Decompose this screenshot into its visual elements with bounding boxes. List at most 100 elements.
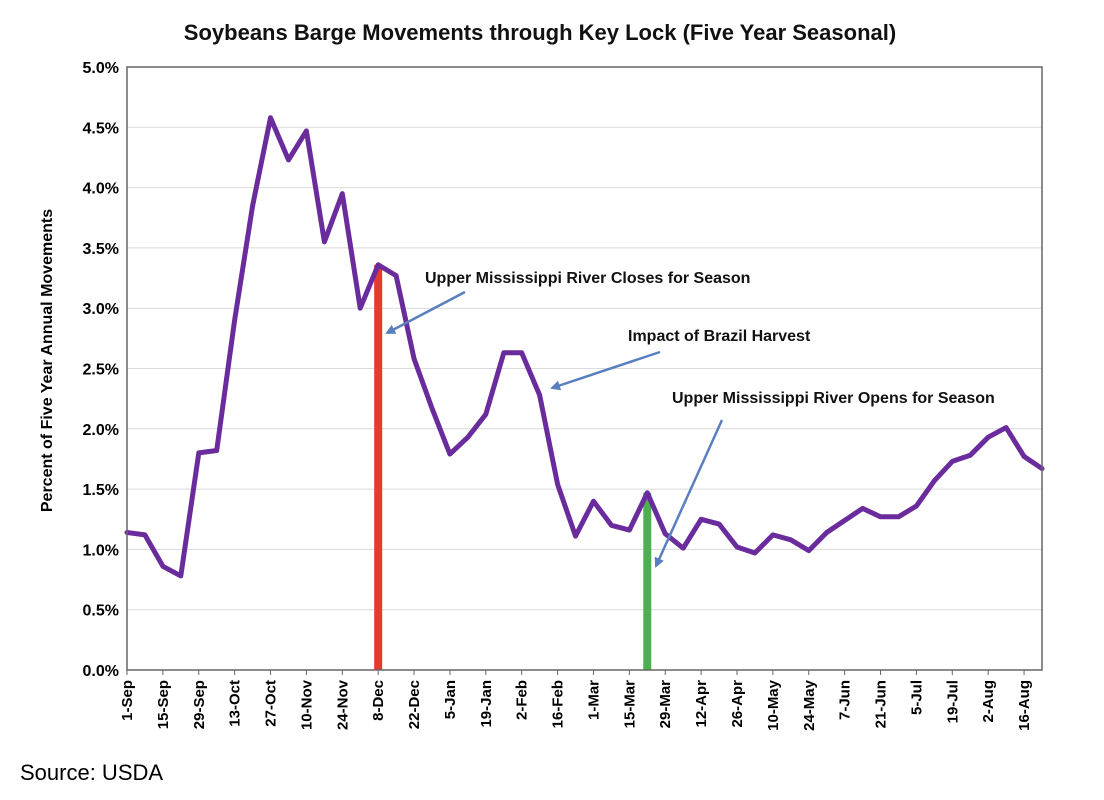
- data-point: [215, 449, 219, 453]
- data-point: [843, 518, 847, 522]
- chart-title: Soybeans Barge Movements through Key Loc…: [183, 20, 897, 45]
- y-tick-label: 0.0%: [83, 663, 119, 680]
- x-tick-label: 15-Mar: [621, 680, 638, 729]
- x-tick-label: 24-May: [801, 679, 818, 731]
- x-tick-label: 2-Aug: [980, 680, 997, 723]
- source-note: Source: USDA: [20, 760, 164, 785]
- annotation-arrow: [654, 419, 724, 568]
- data-point: [1022, 455, 1026, 459]
- y-tick-label: 4.0%: [83, 181, 119, 198]
- data-point: [1004, 426, 1008, 430]
- data-point: [968, 453, 972, 457]
- data-point: [825, 531, 829, 535]
- data-point: [538, 393, 542, 397]
- data-point: [520, 351, 524, 355]
- x-tick-label: 7-Jun: [837, 680, 854, 720]
- data-point: [502, 351, 506, 355]
- data-point: [914, 504, 918, 508]
- data-point: [807, 549, 811, 553]
- data-point: [251, 204, 255, 208]
- x-tick-label: 19-Jul: [944, 680, 961, 723]
- y-tick-label: 2.0%: [83, 422, 119, 439]
- data-point: [304, 129, 308, 133]
- y-tick-label: 1.0%: [83, 542, 119, 559]
- data-point: [717, 522, 721, 526]
- marker-layer: [374, 264, 652, 670]
- data-point: [322, 240, 326, 244]
- x-tick-label: 19-Jan: [478, 680, 495, 728]
- annotation-text: Upper Mississippi River Opens for Season: [672, 390, 995, 407]
- y-tick-label: 1.5%: [83, 482, 119, 499]
- x-tick-label: 10-Nov: [298, 679, 315, 730]
- series-line: [124, 115, 1045, 579]
- data-point: [699, 517, 703, 521]
- data-point: [430, 406, 434, 410]
- y-axis-label: Percent of Five Year Annual Movements: [39, 209, 56, 512]
- data-point: [233, 318, 237, 322]
- x-tick-label: 27-Oct: [263, 680, 280, 727]
- data-point: [663, 532, 667, 536]
- y-tick-label: 2.5%: [83, 362, 119, 379]
- x-tick-label: 29-Sep: [191, 680, 208, 729]
- data-point: [735, 545, 739, 549]
- data-point: [448, 452, 452, 456]
- annotation-arrow: [385, 290, 466, 335]
- data-point: [591, 499, 595, 503]
- data-point: [609, 523, 613, 527]
- data-point: [394, 274, 398, 278]
- x-tick-label: 24-Nov: [334, 679, 351, 730]
- x-tick-label: 1-Mar: [585, 680, 602, 720]
- data-point: [771, 533, 775, 537]
- x-tick-label: 29-Mar: [657, 680, 674, 729]
- x-tick-label: 5-Jan: [442, 680, 459, 719]
- x-tick-labels: 1-Sep 15-Sep 29-Sep 13-Oct 27-Oct 10-Nov 24-No…: [119, 670, 1033, 731]
- data-point: [645, 491, 649, 495]
- data-point: [681, 546, 685, 550]
- y-tick-label: 4.5%: [83, 120, 119, 137]
- y-tick-labels: 0.0% 0.5% 1.0% 1.5% 2.0% 2.5% 3.0% 3.5% 4.0% 4.5%…: [83, 60, 119, 680]
- x-tick-label: 21-Jun: [873, 680, 890, 728]
- data-point: [340, 192, 344, 196]
- x-tick-label: 16-Aug: [1016, 680, 1033, 731]
- data-point: [358, 306, 362, 310]
- data-point: [197, 451, 201, 455]
- annotation-text: Impact of Brazil Harvest: [628, 328, 811, 345]
- x-tick-label: 1-Sep: [119, 680, 136, 721]
- y-tick-label: 0.5%: [83, 603, 119, 620]
- data-point: [789, 538, 793, 542]
- annotation-arrow: [550, 350, 661, 391]
- data-point: [286, 158, 290, 162]
- data-point: [932, 479, 936, 483]
- x-tick-label: 16-Feb: [550, 680, 567, 728]
- data-point: [574, 534, 578, 538]
- x-tick-label: 13-Oct: [227, 680, 244, 727]
- data-point: [879, 515, 883, 519]
- data-point: [376, 263, 380, 267]
- data-point: [179, 574, 183, 578]
- annotation-layer: Upper Mississippi River Closes for Seaso…: [385, 270, 995, 568]
- data-point: [484, 412, 488, 416]
- annotation-text: Upper Mississippi River Closes for Seaso…: [425, 270, 750, 287]
- data-point: [269, 116, 273, 120]
- data-point: [986, 435, 990, 439]
- x-tick-label: 2-Feb: [514, 680, 531, 720]
- x-tick-label: 10-May: [765, 679, 782, 731]
- x-tick-label: 22-Dec: [406, 680, 423, 729]
- x-tick-label: 15-Sep: [155, 680, 172, 729]
- data-point: [861, 506, 865, 510]
- data-point: [753, 551, 757, 555]
- data-point: [556, 482, 560, 486]
- x-tick-label: 8-Dec: [370, 680, 387, 721]
- series-layer: [124, 115, 1045, 579]
- x-tick-label: 5-Jul: [908, 680, 925, 715]
- data-point: [412, 357, 416, 361]
- data-point: [466, 435, 470, 439]
- y-tick-label: 3.0%: [83, 301, 119, 318]
- data-point: [627, 528, 631, 532]
- x-tick-label: 26-Apr: [729, 680, 746, 728]
- data-point: [950, 459, 954, 463]
- x-tick-label: 12-Apr: [693, 680, 710, 728]
- data-point: [896, 515, 900, 519]
- data-point: [161, 564, 165, 568]
